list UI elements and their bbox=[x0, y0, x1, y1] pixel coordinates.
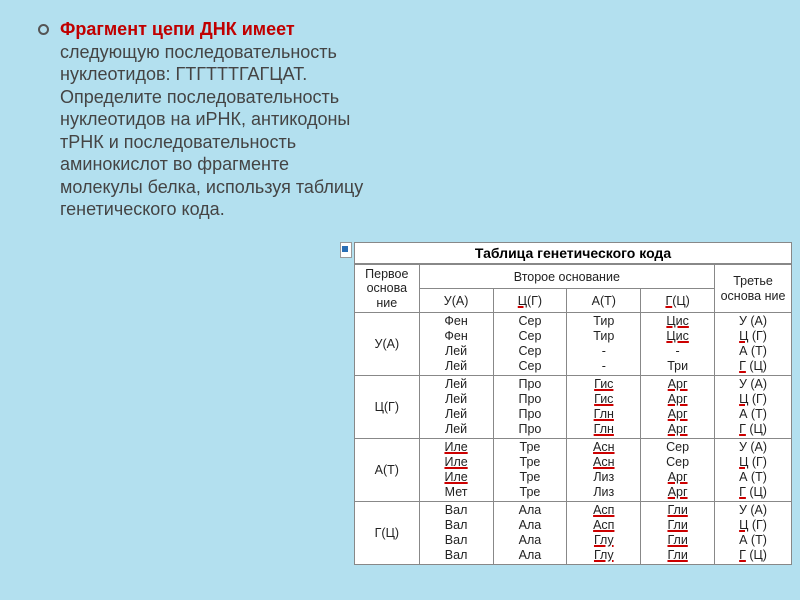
highlight-text: Фрагмент цепи ДНК имеет bbox=[60, 19, 295, 39]
problem-body: Фрагмент цепи ДНК имеет следующую послед… bbox=[60, 18, 370, 221]
amino-cell: АспАспГлуГлу bbox=[567, 502, 641, 565]
header-third: Третье основа ние bbox=[715, 265, 792, 313]
amino-cell: ВалВалВалВал bbox=[419, 502, 493, 565]
third-base-cell: У (А)Ц (Г)А (Т)Г (Ц) bbox=[715, 376, 792, 439]
genetic-code-table-wrap: Таблица генетического кода Первое основа… bbox=[354, 242, 792, 565]
amino-cell: ТреТреТреТре bbox=[493, 439, 567, 502]
amino-cell: АргАргАргАрг bbox=[641, 376, 715, 439]
table-row: Ц(Г)ЛейЛейЛейЛейПроПроПроПроГисГисГлнГлн… bbox=[355, 376, 792, 439]
header-row-1: Первое основа ние Второе основание Треть… bbox=[355, 265, 792, 289]
rest-text: следующую последовательность нуклеотидов… bbox=[60, 42, 363, 220]
amino-cell: ЛейЛейЛейЛей bbox=[419, 376, 493, 439]
bullet-icon bbox=[38, 24, 49, 35]
amino-cell: ПроПроПроПро bbox=[493, 376, 567, 439]
amino-cell: ЦисЦис-Три bbox=[641, 313, 715, 376]
amino-cell: СерСерСерСер bbox=[493, 313, 567, 376]
table-row: У(А)ФенФенЛейЛейСерСерСерСерТирТир--ЦисЦ… bbox=[355, 313, 792, 376]
row-label: Г(Ц) bbox=[355, 502, 420, 565]
table-body: У(А)ФенФенЛейЛейСерСерСерСерТирТир--ЦисЦ… bbox=[355, 313, 792, 565]
amino-cell: ИлеИлеИлеМет bbox=[419, 439, 493, 502]
third-base-cell: У (А)Ц (Г)А (Т)Г (Ц) bbox=[715, 313, 792, 376]
row-label: У(А) bbox=[355, 313, 420, 376]
amino-cell: ГлиГлиГлиГли bbox=[641, 502, 715, 565]
amino-cell: АлаАлаАлаАла bbox=[493, 502, 567, 565]
col-header: Г(Ц) bbox=[641, 289, 715, 313]
amino-cell: СерСерАргАрг bbox=[641, 439, 715, 502]
table-title: Таблица генетического кода bbox=[354, 242, 792, 264]
col-header: А(Т) bbox=[567, 289, 641, 313]
header-second: Второе основание bbox=[419, 265, 714, 289]
table-row: А(Т)ИлеИлеИлеМетТреТреТреТреАснАснЛизЛиз… bbox=[355, 439, 792, 502]
amino-cell: ФенФенЛейЛей bbox=[419, 313, 493, 376]
problem-text: Фрагмент цепи ДНК имеет следующую послед… bbox=[60, 18, 370, 221]
third-base-cell: У (А)Ц (Г)А (Т)Г (Ц) bbox=[715, 439, 792, 502]
amino-cell: ТирТир-- bbox=[567, 313, 641, 376]
col-header: У(А) bbox=[419, 289, 493, 313]
col-header: Ц(Г) bbox=[493, 289, 567, 313]
header-first: Первое основа ние bbox=[355, 265, 420, 313]
third-base-cell: У (А)Ц (Г)А (Т)Г (Ц) bbox=[715, 502, 792, 565]
genetic-code-table: Первое основа ние Второе основание Треть… bbox=[354, 264, 792, 565]
amino-cell: АснАснЛизЛиз bbox=[567, 439, 641, 502]
amino-cell: ГисГисГлнГлн bbox=[567, 376, 641, 439]
row-label: А(Т) bbox=[355, 439, 420, 502]
corner-marker-icon bbox=[340, 242, 352, 258]
row-label: Ц(Г) bbox=[355, 376, 420, 439]
table-row: Г(Ц)ВалВалВалВалАлаАлаАлаАлаАспАспГлуГлу… bbox=[355, 502, 792, 565]
